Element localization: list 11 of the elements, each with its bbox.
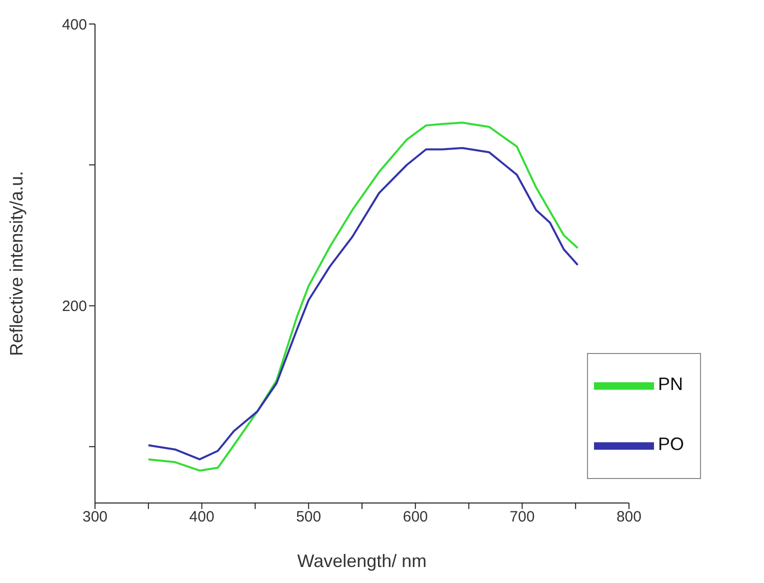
x-tick-label: 700	[510, 508, 535, 526]
y-tick-label: 200	[62, 298, 87, 316]
x-axis-title: Wavelength/ nm	[297, 551, 427, 571]
x-tick-label: 500	[296, 508, 322, 526]
x-tick-label: 400	[189, 508, 214, 526]
legend-label: PO	[658, 434, 684, 454]
x-tick-label: 800	[616, 508, 642, 526]
legend-label: PN	[658, 374, 683, 394]
x-tick-label: 600	[402, 508, 428, 526]
y-axis-title: Reflective intensity/a.u.	[6, 170, 26, 356]
x-tick-label: 300	[82, 508, 108, 526]
